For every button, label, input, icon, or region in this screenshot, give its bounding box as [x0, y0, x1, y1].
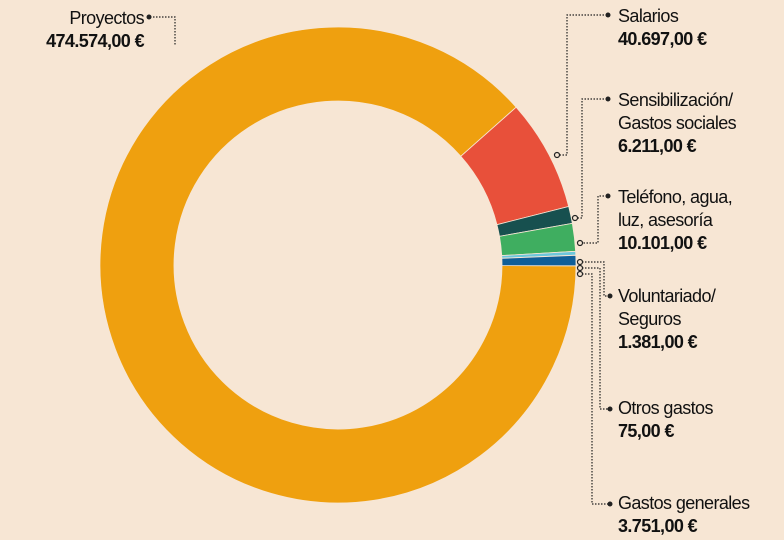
value-label: 474.574,00 € — [46, 31, 145, 51]
label: Voluntariado/ Seguros 1.381,00 € — [618, 285, 716, 354]
value-label: 1.381,00 € — [618, 332, 698, 352]
donut — [99, 26, 577, 504]
category-label: Teléfono, agua, luz, asesoría — [618, 187, 733, 230]
dot — [576, 270, 584, 278]
category-label: Proyectos — [69, 8, 144, 28]
bullet — [605, 12, 611, 18]
bullet — [607, 501, 613, 507]
label: Salarios 40.697,00 € — [618, 5, 707, 51]
dot — [571, 214, 579, 222]
category-label: Salarios — [618, 6, 679, 26]
category-label: Voluntariado/ Seguros — [618, 286, 716, 329]
leader — [582, 267, 610, 410]
label: Proyectos 474.574,00 € — [46, 7, 145, 53]
leader-lines — [146, 12, 613, 507]
value-label: 75,00 € — [618, 421, 674, 441]
label: Teléfono, agua, luz, asesoría 10.101,00 € — [618, 186, 733, 255]
category-label: Sensibilización/ Gastos sociales — [618, 90, 737, 133]
leader — [582, 273, 610, 505]
dot — [553, 151, 561, 159]
leader — [150, 16, 176, 46]
slice — [501, 254, 577, 267]
leader — [582, 195, 607, 244]
dot — [576, 264, 584, 272]
bullet — [605, 193, 611, 199]
dot — [576, 239, 584, 247]
bullet — [605, 96, 611, 102]
slice — [99, 26, 577, 504]
leader — [576, 98, 607, 219]
category-label: Otros gastos — [618, 398, 713, 418]
value-label: 10.101,00 € — [618, 233, 707, 253]
dot — [576, 258, 584, 266]
label: Otros gastos 75,00 € — [618, 397, 713, 443]
label: Gastos generales 3.751,00 € — [618, 492, 750, 538]
value-label: 40.697,00 € — [618, 29, 707, 49]
value-label: 6.211,00 € — [618, 136, 697, 156]
bullet — [146, 14, 152, 20]
leader — [582, 261, 610, 297]
bullet — [607, 293, 613, 299]
bullet — [607, 406, 613, 412]
label: Sensibilización/ Gastos sociales 6.211,00… — [618, 89, 737, 158]
category-label: Gastos generales — [618, 493, 750, 513]
leader — [558, 14, 607, 156]
value-label: 3.751,00 € — [618, 516, 698, 536]
